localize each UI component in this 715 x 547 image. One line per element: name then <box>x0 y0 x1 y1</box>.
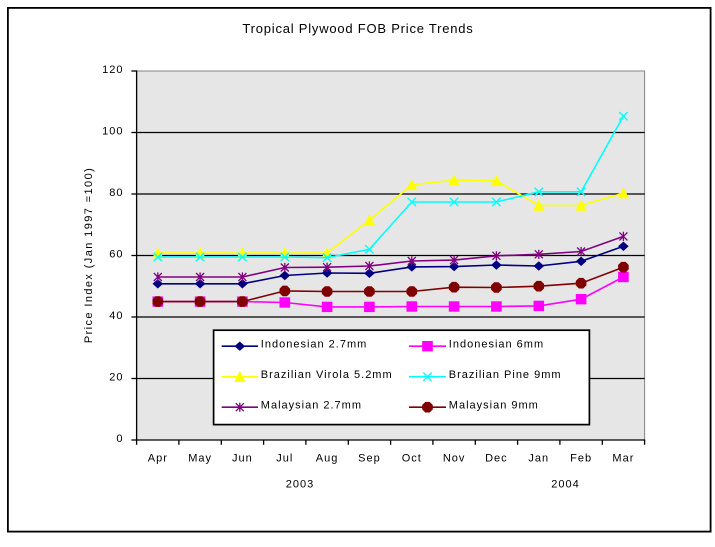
svg-text:Tropical Plywood FOB Price Tre: Tropical Plywood FOB Price Trends <box>242 21 473 36</box>
svg-text:Dec: Dec <box>485 453 508 465</box>
svg-text:May: May <box>188 453 212 465</box>
svg-text:Malaysian 9mm: Malaysian 9mm <box>449 400 539 412</box>
svg-text:Indonesian 2.7mm: Indonesian 2.7mm <box>261 339 368 351</box>
svg-text:Oct: Oct <box>402 453 422 465</box>
svg-text:Jan: Jan <box>528 453 549 465</box>
svg-text:Jun: Jun <box>232 453 253 465</box>
svg-text:2004: 2004 <box>551 479 579 491</box>
svg-text:2003: 2003 <box>286 479 314 491</box>
svg-text:40: 40 <box>109 310 123 322</box>
svg-text:Apr: Apr <box>148 453 168 465</box>
svg-text:Nov: Nov <box>443 453 466 465</box>
svg-text:20: 20 <box>109 371 123 383</box>
svg-text:Sep: Sep <box>358 453 381 465</box>
svg-text:Jul: Jul <box>276 453 293 465</box>
svg-text:Brazilian Virola 5.2mm: Brazilian Virola 5.2mm <box>261 369 393 381</box>
svg-text:Mar: Mar <box>612 453 634 465</box>
svg-text:60: 60 <box>109 248 123 260</box>
svg-text:Price Index (Jan 1997 =100): Price Index (Jan 1997 =100) <box>83 167 95 343</box>
svg-text:Indonesian 6mm: Indonesian 6mm <box>449 339 544 351</box>
svg-text:Aug: Aug <box>316 453 339 465</box>
svg-text:Brazilian Pine 9mm: Brazilian Pine 9mm <box>449 369 562 381</box>
svg-text:80: 80 <box>109 187 123 199</box>
svg-text:Malaysian 2.7mm: Malaysian 2.7mm <box>261 400 362 412</box>
svg-text:0: 0 <box>116 433 123 445</box>
svg-text:100: 100 <box>102 125 123 137</box>
svg-text:120: 120 <box>102 64 123 76</box>
svg-text:Feb: Feb <box>570 453 592 465</box>
